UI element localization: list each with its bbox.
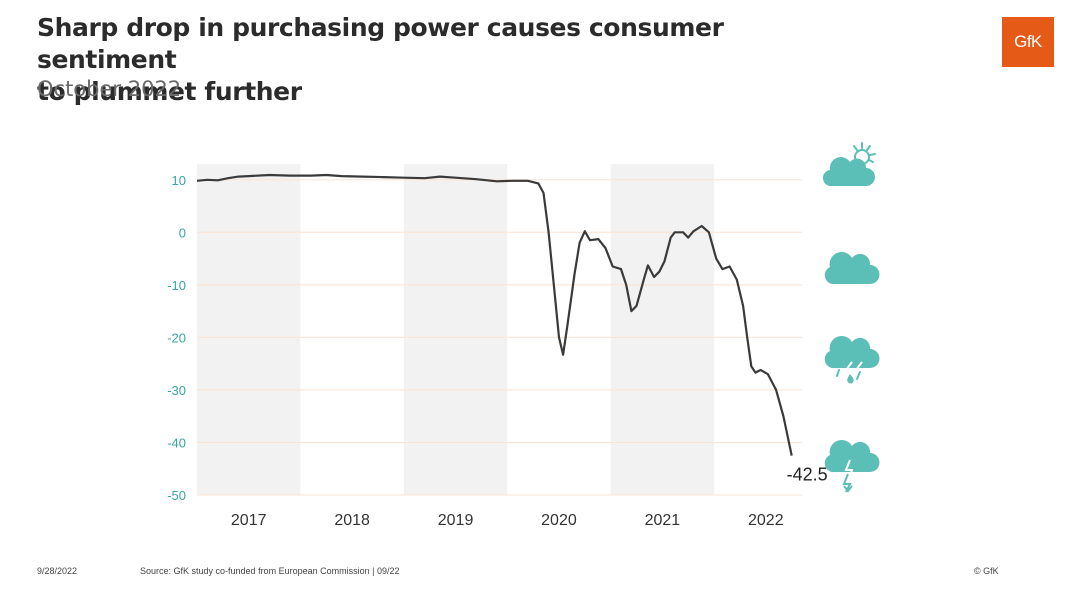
y-tick-label: -10 <box>167 278 186 293</box>
sun-cloud-icon <box>822 142 876 187</box>
footer-date: 9/28/2022 <box>37 566 78 576</box>
x-tick-label: 2019 <box>438 512 474 529</box>
gfk-logo: GfK <box>1002 17 1054 67</box>
x-tick-label: 2020 <box>541 512 577 529</box>
y-tick-label: -30 <box>167 383 186 398</box>
footer-copyright: © GfK <box>974 566 999 576</box>
series-line <box>196 173 793 456</box>
y-tick-label: -50 <box>167 488 186 503</box>
x-tick-label: 2017 <box>231 512 267 529</box>
year-band-2021 <box>610 164 715 495</box>
year-band-2017 <box>197 164 301 495</box>
y-tick-label: -40 <box>167 435 186 450</box>
gfk-logo-text: GfK <box>1014 32 1042 51</box>
x-tick-label: 2022 <box>748 512 784 529</box>
storm-cloud-icon <box>824 440 880 493</box>
title-line-1: Sharp drop in purchasing power causes co… <box>37 13 724 74</box>
rain-cloud-icon <box>824 336 880 384</box>
footer-source: Source: GfK study co-funded from Europea… <box>140 566 400 576</box>
year-band-2019 <box>403 164 508 495</box>
chart-subtitle: October 2022 <box>37 77 182 101</box>
end-value-label: -42.5 <box>787 465 828 485</box>
chart-title: Sharp drop in purchasing power causes co… <box>37 12 837 108</box>
x-tick-label: 2018 <box>334 512 370 529</box>
title-line-2: to plummet further <box>37 77 302 106</box>
cloud-icon <box>824 252 880 284</box>
y-tick-label: -20 <box>167 330 186 345</box>
y-tick-label: 10 <box>172 173 186 188</box>
y-tick-label: 0 <box>179 225 186 240</box>
x-tick-label: 2021 <box>645 512 681 529</box>
